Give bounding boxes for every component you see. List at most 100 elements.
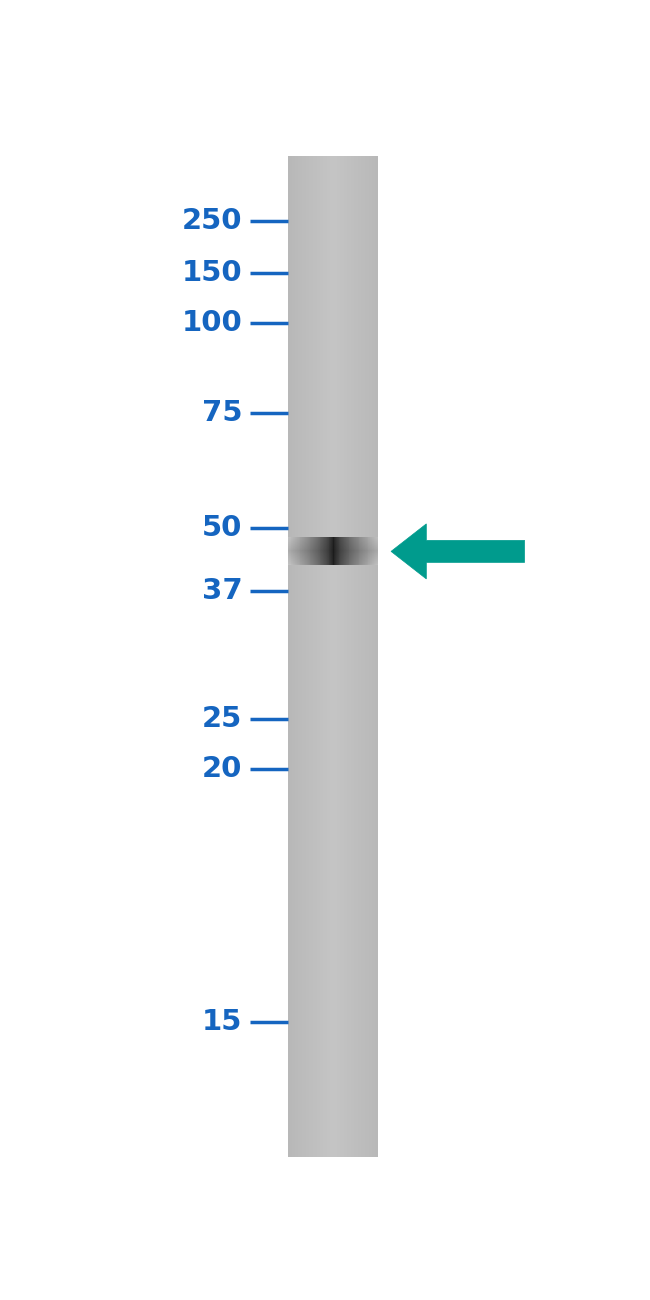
Bar bbox=[296, 156, 297, 1157]
Bar bbox=[348, 537, 350, 566]
Bar bbox=[298, 156, 299, 1157]
Bar bbox=[304, 537, 305, 566]
Bar bbox=[370, 156, 371, 1157]
Bar bbox=[336, 156, 337, 1157]
Bar bbox=[325, 537, 326, 566]
Bar bbox=[296, 537, 297, 566]
Bar bbox=[334, 537, 335, 566]
Bar bbox=[346, 156, 348, 1157]
Bar bbox=[335, 156, 336, 1157]
Bar bbox=[343, 537, 344, 566]
Bar bbox=[317, 156, 318, 1157]
Bar bbox=[345, 537, 346, 566]
Bar bbox=[337, 537, 339, 566]
Bar bbox=[329, 537, 330, 566]
Bar bbox=[363, 537, 364, 566]
Bar bbox=[355, 156, 356, 1157]
Text: 20: 20 bbox=[202, 754, 242, 783]
Bar bbox=[359, 156, 360, 1157]
Text: 250: 250 bbox=[182, 207, 242, 235]
Bar bbox=[327, 537, 328, 566]
Bar bbox=[303, 537, 304, 566]
Bar bbox=[298, 537, 300, 566]
Bar bbox=[361, 537, 362, 566]
Text: 37: 37 bbox=[202, 577, 242, 606]
Bar bbox=[375, 537, 376, 566]
Bar bbox=[314, 537, 315, 566]
Bar bbox=[297, 156, 298, 1157]
Bar bbox=[358, 156, 359, 1157]
Bar bbox=[376, 156, 377, 1157]
Bar bbox=[311, 537, 312, 566]
Bar bbox=[293, 537, 294, 566]
Bar bbox=[332, 537, 333, 566]
Text: 15: 15 bbox=[202, 1008, 242, 1036]
Bar bbox=[320, 537, 321, 566]
Bar bbox=[356, 156, 357, 1157]
Bar bbox=[356, 537, 357, 566]
Bar bbox=[354, 156, 355, 1157]
Bar bbox=[305, 537, 306, 566]
Text: 75: 75 bbox=[202, 399, 242, 428]
Bar bbox=[324, 537, 325, 566]
Bar bbox=[301, 156, 302, 1157]
Bar bbox=[344, 156, 345, 1157]
Bar bbox=[292, 156, 293, 1157]
Bar bbox=[339, 537, 341, 566]
Bar bbox=[293, 156, 294, 1157]
Bar bbox=[371, 156, 372, 1157]
Bar bbox=[292, 537, 293, 566]
Bar bbox=[313, 537, 314, 566]
Bar bbox=[300, 156, 301, 1157]
Bar bbox=[299, 156, 300, 1157]
Bar bbox=[306, 537, 307, 566]
Bar bbox=[320, 156, 321, 1157]
Bar bbox=[374, 537, 375, 566]
Bar bbox=[316, 537, 317, 566]
Bar bbox=[295, 537, 296, 566]
Bar bbox=[314, 156, 315, 1157]
Bar bbox=[346, 537, 348, 566]
Bar bbox=[333, 537, 334, 566]
Bar bbox=[341, 156, 342, 1157]
Bar bbox=[361, 156, 362, 1157]
Bar bbox=[335, 537, 336, 566]
Bar bbox=[344, 537, 345, 566]
Bar bbox=[306, 156, 307, 1157]
Bar bbox=[323, 156, 324, 1157]
Bar bbox=[365, 156, 367, 1157]
Bar bbox=[295, 156, 296, 1157]
Bar bbox=[326, 156, 327, 1157]
Bar bbox=[288, 537, 289, 566]
Bar bbox=[289, 537, 290, 566]
Bar bbox=[372, 537, 373, 566]
Bar bbox=[311, 156, 312, 1157]
Bar bbox=[289, 156, 290, 1157]
Bar bbox=[367, 156, 368, 1157]
Bar bbox=[377, 156, 378, 1157]
Bar bbox=[325, 156, 326, 1157]
Bar bbox=[362, 537, 363, 566]
Bar bbox=[309, 537, 311, 566]
Text: 100: 100 bbox=[182, 309, 242, 337]
Bar bbox=[360, 537, 361, 566]
Bar bbox=[367, 537, 368, 566]
Bar bbox=[342, 156, 343, 1157]
Bar bbox=[317, 537, 318, 566]
Bar bbox=[305, 156, 306, 1157]
Bar bbox=[353, 537, 354, 566]
Bar bbox=[294, 537, 295, 566]
Bar bbox=[326, 537, 327, 566]
Bar bbox=[321, 156, 322, 1157]
Bar bbox=[354, 537, 355, 566]
Bar bbox=[302, 156, 303, 1157]
Bar bbox=[345, 156, 346, 1157]
Bar bbox=[327, 156, 328, 1157]
Bar bbox=[307, 156, 308, 1157]
Bar bbox=[322, 537, 323, 566]
Bar bbox=[304, 156, 305, 1157]
Bar bbox=[330, 537, 332, 566]
Bar bbox=[371, 537, 372, 566]
Bar bbox=[307, 537, 309, 566]
Bar bbox=[312, 537, 313, 566]
